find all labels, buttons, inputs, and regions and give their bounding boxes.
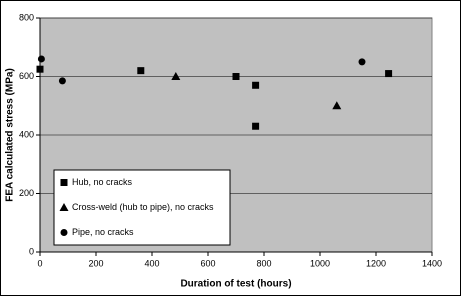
legend-label: Cross-weld (hub to pipe), no cracks <box>72 202 214 212</box>
legend-label: Hub, no cracks <box>72 177 133 187</box>
point <box>358 58 366 66</box>
point <box>252 122 260 130</box>
point <box>332 101 342 110</box>
legend <box>53 169 231 246</box>
x-tick-label: 0 <box>37 258 42 268</box>
legend-marker <box>59 203 69 211</box>
legend-label: Pipe, no cracks <box>72 227 134 237</box>
y-axis-title: FEA calculated stress (MPa) <box>5 68 16 202</box>
point <box>385 70 393 78</box>
x-tick-label: 600 <box>200 258 215 268</box>
y-tick-label: 600 <box>19 71 34 81</box>
x-tick-label: 1400 <box>422 258 442 268</box>
legend-marker <box>60 179 68 186</box>
x-tick-label: 800 <box>256 258 271 268</box>
x-tick-label: 200 <box>88 258 103 268</box>
y-tick-label: 400 <box>19 129 34 139</box>
y-tick-label: 200 <box>19 188 34 198</box>
point <box>232 73 240 80</box>
legend-marker <box>60 229 68 236</box>
point <box>252 81 260 89</box>
point <box>171 72 181 80</box>
y-tick-label: 800 <box>19 12 34 22</box>
x-tick-label: 1000 <box>310 258 330 268</box>
x-tick-label: 400 <box>144 258 159 268</box>
point <box>37 55 45 63</box>
x-axis-title: Duration of test (hours) <box>180 279 291 290</box>
x-tick-label: 1200 <box>366 258 386 268</box>
point <box>58 77 66 85</box>
point <box>36 65 44 73</box>
point <box>137 67 145 75</box>
y-tick-label: 0 <box>29 246 34 256</box>
